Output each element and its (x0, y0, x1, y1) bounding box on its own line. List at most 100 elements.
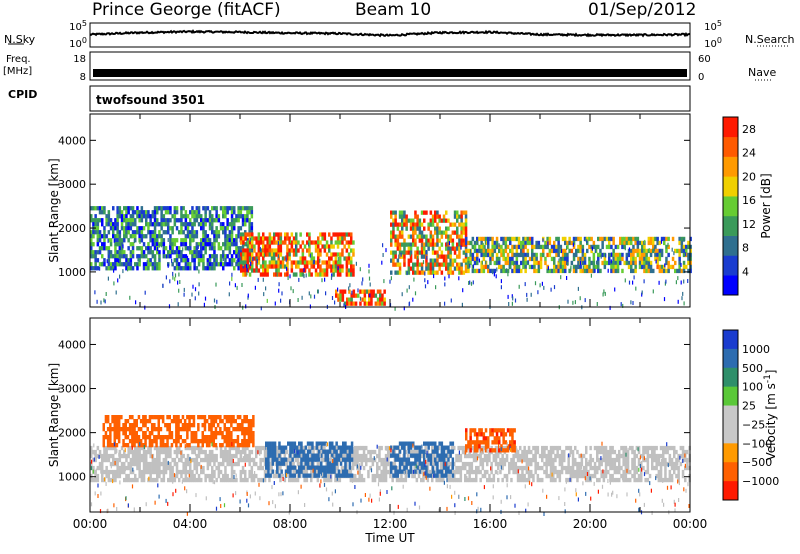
velocity-cell-4 (469, 444, 472, 449)
velocity-cell-1 (177, 435, 180, 440)
velocity-cell-0 (186, 453, 190, 459)
velocity-cell-2 (331, 445, 334, 450)
power-cell-4 (667, 236, 670, 242)
velocity-cell-0 (248, 469, 251, 475)
power-noise-cell (648, 248, 650, 253)
velocity-cell-0 (178, 457, 181, 463)
velocity-cell-0 (545, 445, 548, 451)
velocity-cell-0 (307, 445, 311, 451)
power-cell-4 (557, 260, 560, 266)
velocity-cell-1 (168, 423, 171, 428)
velocity-cell-4 (467, 444, 470, 449)
power-cell-0 (127, 226, 130, 231)
velocity-cell-0 (140, 445, 144, 451)
power-cell-0 (127, 218, 130, 223)
power-cell-3 (414, 210, 417, 215)
power-cell-3 (396, 262, 400, 267)
power-noise-cell (485, 260, 487, 265)
power-noise-cell (477, 240, 479, 245)
power-cell-0 (224, 206, 227, 211)
velocity-cell-0 (525, 457, 529, 463)
power-cell-0 (96, 238, 100, 243)
velocity-cell-0 (184, 465, 188, 471)
velocity-cell-0 (118, 457, 122, 463)
velocity-cell-0 (112, 453, 115, 459)
power-cell-1 (308, 236, 311, 241)
power-cell-1 (270, 260, 274, 265)
power-noise-cell (122, 244, 124, 249)
velocity-cell-3 (436, 445, 439, 450)
velocity-cell-4 (482, 440, 486, 445)
velocity-cell-2 (273, 441, 277, 446)
velocity-cell-1 (148, 415, 152, 420)
power-cell-0 (156, 242, 159, 247)
velocity-cell-0 (455, 477, 458, 483)
velocity-cell-3 (398, 461, 402, 466)
velocity-cell-1 (148, 419, 152, 424)
power-cell-0 (228, 206, 232, 211)
power-cell-0 (226, 218, 229, 223)
power-cell-4 (559, 260, 563, 266)
velocity-cell-0 (193, 445, 196, 451)
power-cell-4 (623, 236, 626, 242)
power-cell-0 (175, 218, 179, 223)
power-noise-cell (262, 277, 264, 282)
power-cell-3 (464, 214, 468, 219)
power-cell-1 (251, 252, 254, 257)
power-noise-cell (511, 301, 513, 306)
power-cell-4 (539, 252, 543, 258)
power-cell-0 (250, 226, 254, 231)
power-cell-4 (539, 264, 543, 270)
velocity-cell-0 (653, 465, 656, 471)
power-noise-cell (325, 291, 327, 296)
power-cell-0 (248, 226, 251, 231)
power-cell-1 (347, 240, 351, 245)
velocity-cell-0 (202, 457, 205, 463)
velocity-cell-0 (585, 457, 588, 463)
power-cell-0 (202, 234, 205, 239)
power-cell-1 (284, 232, 287, 237)
power-cell-3 (390, 250, 393, 255)
velocity-cell-0 (604, 461, 608, 467)
power-cell-2 (383, 289, 386, 294)
velocity-cell-2 (267, 445, 270, 450)
velocity-cell-0 (167, 445, 170, 451)
velocity-cell-0 (248, 457, 251, 463)
power-cell-0 (90, 218, 93, 223)
velocity-cell-2 (315, 465, 319, 470)
power-cell-0 (142, 214, 146, 219)
velocity-cell-2 (300, 457, 303, 462)
power-cell-0 (222, 230, 225, 235)
power-cell-1 (297, 264, 300, 269)
velocity-cell-1 (164, 443, 167, 448)
power-noise-cell (635, 286, 637, 291)
velocity-cell-0 (338, 477, 342, 483)
power-cell-4 (504, 248, 508, 254)
power-noise-cell (500, 285, 502, 290)
power-cell-3 (427, 242, 430, 247)
velocity-cell-0 (646, 449, 650, 455)
velocity-cell-4 (473, 448, 477, 453)
velocity-cell-1 (102, 423, 105, 428)
power-cell-0 (162, 230, 166, 235)
power-cell-0 (151, 266, 155, 271)
power-cell-4 (586, 236, 589, 242)
power-cell-3 (418, 222, 422, 227)
velocity-cell-0 (149, 477, 152, 483)
velocity-cell-1 (219, 415, 222, 420)
velocity-cell-0 (569, 477, 573, 483)
power-cell-1 (286, 272, 289, 277)
power-cell-4 (526, 248, 530, 254)
power-noise-cell (500, 279, 502, 284)
velocity-cell-2 (295, 453, 299, 458)
velocity-cell-0 (138, 465, 141, 471)
power-cell-3 (449, 250, 452, 255)
power-cell-1 (242, 272, 245, 277)
power-cell-3 (434, 230, 437, 235)
power-cell-4 (548, 248, 552, 254)
power-cell-3 (412, 242, 415, 247)
power-cell-0 (173, 258, 177, 263)
power-cell-4 (685, 244, 688, 250)
velocity-cell-1 (111, 443, 114, 448)
velocity-cell-0 (602, 473, 606, 479)
